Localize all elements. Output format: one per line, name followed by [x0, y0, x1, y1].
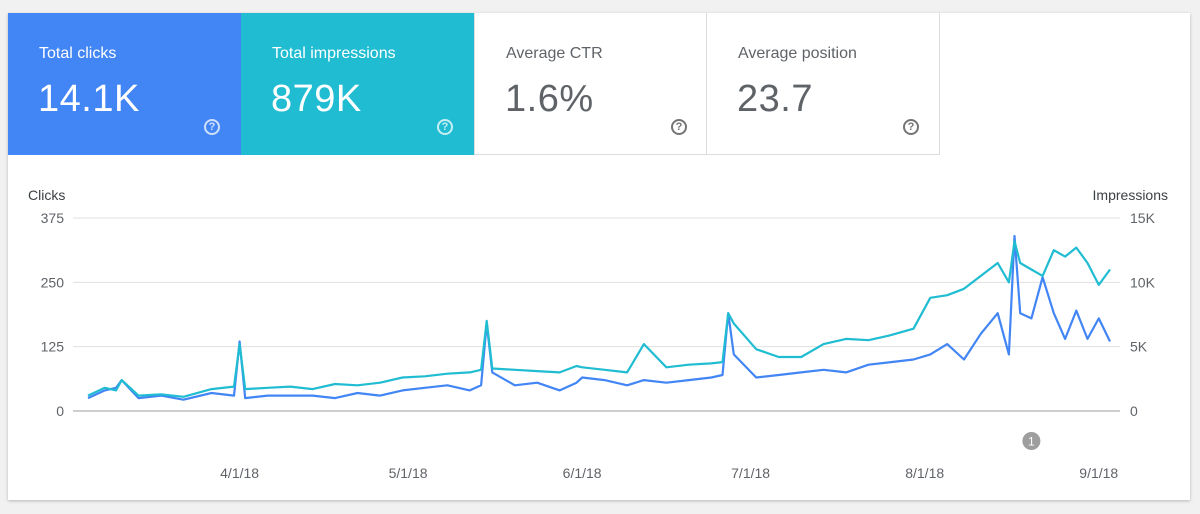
average-ctr-label: Average CTR [506, 45, 603, 62]
right-tick-label: 10K [1130, 274, 1156, 290]
left-tick-label: 375 [41, 210, 65, 226]
total-impressions-tile[interactable]: Total impressions 879K ? [241, 13, 474, 155]
x-tick-label: 4/1/18 [220, 465, 259, 481]
performance-chart: Clicks Impressions 375 15K 250 10K 125 5K 0 0 4/1/… [8, 155, 1190, 500]
average-position-tile[interactable]: Average position 23.7 ? [707, 13, 940, 155]
x-tick-label: 7/1/18 [731, 465, 770, 481]
total-impressions-value: 879K [271, 78, 362, 120]
right-tick-label: 15K [1130, 210, 1156, 226]
average-ctr-tile[interactable]: Average CTR 1.6% ? [474, 13, 707, 155]
average-position-value: 23.7 [737, 78, 813, 120]
right-tick-label: 0 [1130, 403, 1138, 419]
left-tick-label: 125 [41, 339, 65, 355]
x-tick-label: 8/1/18 [905, 465, 944, 481]
performance-card: Total clicks 14.1K ? Total impressions 8… [8, 13, 1190, 500]
total-clicks-label: Total clicks [39, 45, 117, 62]
total-clicks-tile[interactable]: Total clicks 14.1K ? [8, 13, 241, 155]
total-impressions-label: Total impressions [272, 45, 396, 62]
average-ctr-value: 1.6% [505, 78, 594, 120]
help-icon[interactable]: ? [437, 119, 453, 135]
left-tick-label: 0 [56, 403, 64, 419]
clicks-series-line [87, 234, 1111, 401]
average-position-label: Average position [738, 45, 857, 62]
help-icon[interactable]: ? [903, 119, 919, 135]
metric-tiles: Total clicks 14.1K ? Total impressions 8… [8, 13, 940, 155]
impressions-series-line [87, 240, 1111, 398]
left-axis-title: Clicks [28, 187, 65, 203]
annotation-marker [1022, 432, 1041, 450]
right-tick-label: 5K [1130, 339, 1148, 355]
x-tick-label: 9/1/18 [1079, 465, 1118, 481]
chart-svg: Clicks Impressions 375 15K 250 10K 125 5K 0 0 4/1/… [28, 187, 1168, 481]
annotation-label: 1 [1028, 435, 1035, 449]
help-icon[interactable]: ? [671, 119, 687, 135]
total-clicks-value: 14.1K [38, 78, 140, 120]
x-tick-label: 6/1/18 [563, 465, 602, 481]
x-tick-label: 5/1/18 [389, 465, 428, 481]
help-icon[interactable]: ? [204, 119, 220, 135]
left-tick-label: 250 [41, 274, 65, 290]
right-axis-title: Impressions [1093, 187, 1168, 203]
